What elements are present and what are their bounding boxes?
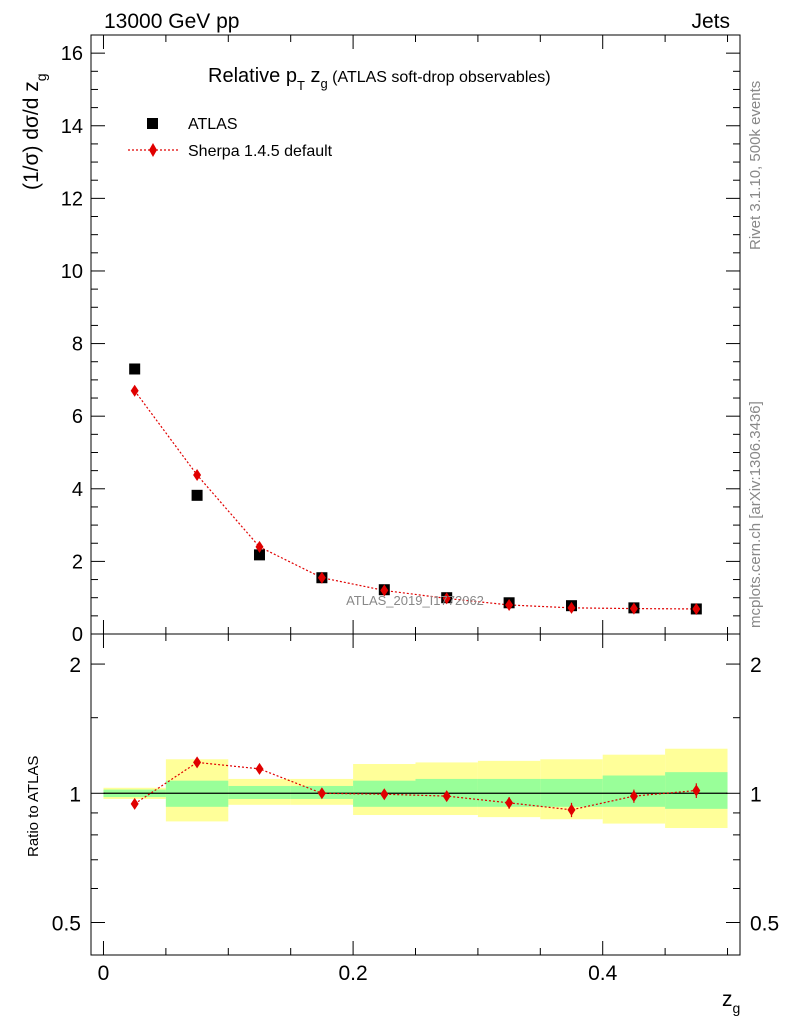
- sherpa-point: [130, 384, 139, 397]
- ratio-ytick-label: 0.5: [52, 912, 81, 935]
- main-axes: 0 2 4 6 8 10 12 14 16: [61, 35, 740, 646]
- sherpa-point: [442, 592, 451, 605]
- legend-atlas-label: ATLAS: [188, 116, 238, 133]
- main-title: Relative pT zg (ATLAS soft-drop observab…: [208, 65, 551, 93]
- main-plot: ATLAS_2019_I1772062 0 2 4 6 8 10 12 14 16 Relati…: [20, 34, 741, 646]
- ratio-ytick-label-right: 0.5: [750, 912, 779, 935]
- legend: ATLAS Sherpa 1.4.5 default: [128, 116, 333, 160]
- ratio-point: [255, 762, 264, 775]
- main-marks: [129, 363, 702, 615]
- ratio-marks: [130, 756, 701, 818]
- ratio-point: [317, 787, 326, 800]
- ratio-axes: 0.5 0.5 1 1 2 2 0 0.2 0.4: [52, 634, 779, 985]
- ratio-ytick-label-right: 2: [750, 654, 762, 677]
- ratio-ytick-label: 1: [69, 783, 81, 806]
- mcplots-note: mcplots.cern.ch [arXiv:1306.3436]: [747, 401, 764, 628]
- sherpa-point: [255, 540, 264, 553]
- main-ytick-label: 14: [61, 116, 83, 138]
- ratio-ylabel: Ratio to ATLAS: [25, 756, 42, 857]
- main-ylabel: (1/σ) dσ/d zg: [20, 73, 49, 190]
- ratio-point: [505, 796, 514, 809]
- main-ytick-label: 4: [72, 479, 83, 501]
- main-ytick-label: 16: [61, 43, 83, 65]
- atlas-point: [129, 363, 141, 375]
- ratio-point: [130, 797, 139, 810]
- sherpa-point: [692, 602, 701, 615]
- main-ytick-label: 0: [72, 624, 83, 646]
- uncertainty-band-inner: [228, 785, 291, 799]
- header-right: Jets: [691, 10, 730, 33]
- main-ytick-label: 6: [72, 406, 83, 428]
- main-ytick-label: 2: [72, 551, 83, 573]
- x-axis-label: zg: [722, 988, 740, 1016]
- main-ytick-label: 10: [61, 261, 83, 283]
- sherpa-point: [317, 571, 326, 584]
- rivet-note: Rivet 3.1.10, 500k events: [747, 81, 764, 250]
- ratio-point: [629, 790, 638, 803]
- main-ytick-label: 8: [72, 334, 83, 356]
- x-tick-label: 0: [98, 962, 110, 985]
- analysis-watermark: ATLAS_2019_I1772062: [346, 593, 484, 608]
- sherpa-point: [629, 602, 638, 615]
- legend-sherpa-marker: [149, 143, 157, 157]
- ratio-ytick-label-right: 1: [750, 783, 762, 806]
- x-tick-label: 0.4: [588, 962, 618, 985]
- ratio-point: [567, 803, 576, 816]
- legend-sherpa-label: Sherpa 1.4.5 default: [188, 143, 333, 160]
- sherpa-point: [193, 468, 202, 481]
- atlas-point: [253, 549, 265, 561]
- ratio-point: [193, 756, 202, 769]
- sherpa-line: [134, 390, 697, 610]
- sherpa-point: [380, 584, 389, 597]
- legend-atlas-marker: [147, 118, 158, 129]
- ratio-plot: 0.5 0.5 1 1 2 2 0 0.2 0.4 Ratio to ATLAS zg: [25, 633, 779, 1016]
- ratio-point: [692, 784, 701, 797]
- sherpa-point: [567, 601, 576, 614]
- ratio-point: [380, 788, 389, 801]
- header-left: 13000 GeV pp: [104, 10, 239, 33]
- sherpa-point: [505, 598, 514, 611]
- main-ytick-label: 12: [61, 188, 83, 210]
- x-tick-label: 0.2: [338, 962, 367, 985]
- ratio-point: [442, 790, 451, 803]
- atlas-point: [191, 489, 203, 501]
- ratio-ytick-label: 2: [69, 654, 81, 677]
